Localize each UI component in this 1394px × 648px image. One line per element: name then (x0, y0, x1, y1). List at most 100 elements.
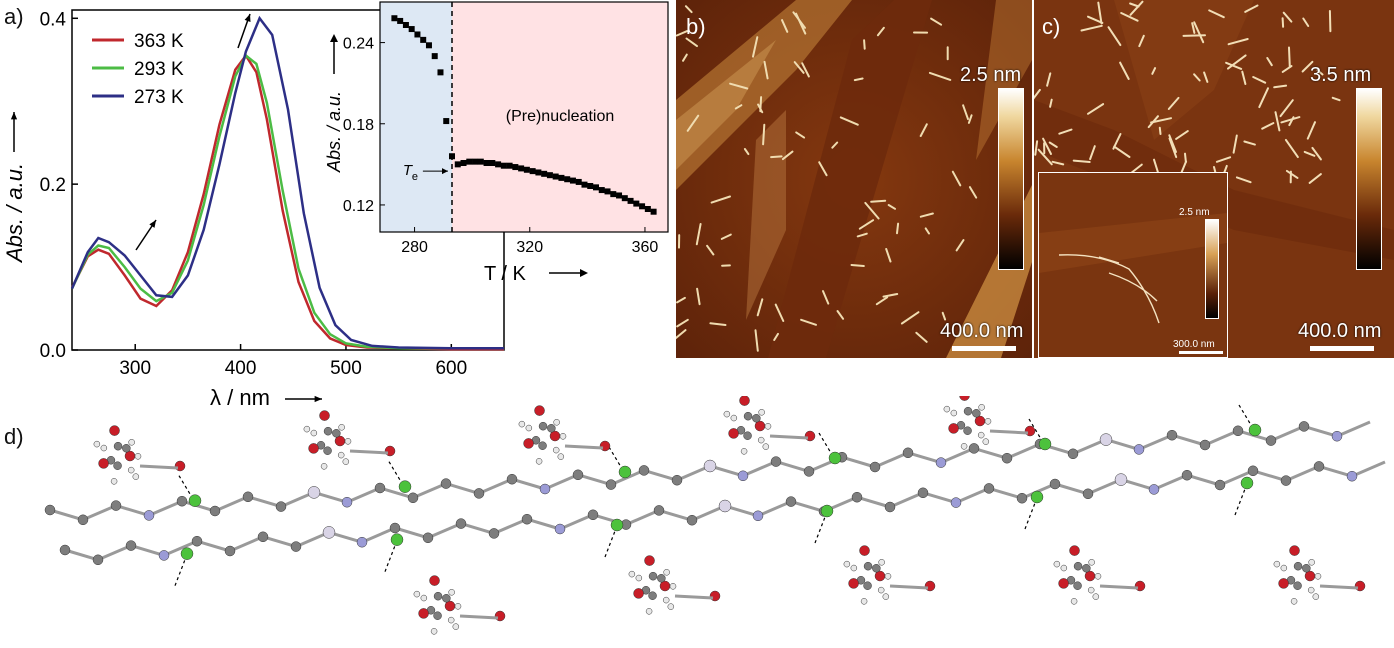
side-group-atom (757, 436, 765, 444)
side-group-atom (730, 414, 738, 422)
afm-image-b: b) 2.5 nm 400.0 nm (676, 0, 1032, 358)
side-group-atom (122, 444, 131, 453)
chlorine-atom (1240, 476, 1254, 490)
fibril (1150, 117, 1172, 124)
fibril (1097, 1, 1103, 25)
side-group-atom (430, 628, 438, 635)
fibril (1281, 17, 1285, 28)
side-group-atom (1308, 559, 1315, 566)
arrow-head (149, 220, 156, 228)
data-point (420, 36, 427, 43)
fibril (756, 298, 764, 317)
fibril (1034, 88, 1041, 100)
bond (82, 504, 117, 522)
side-group-atom (1293, 561, 1303, 571)
bond (1351, 460, 1386, 478)
fibril (951, 170, 962, 187)
bond (1319, 584, 1359, 590)
data-point (466, 158, 473, 165)
fibril (919, 212, 934, 218)
arrow-head (244, 14, 251, 22)
carbonyl-oxygen (924, 580, 936, 592)
chlorine-atom (618, 465, 632, 479)
atom (1082, 488, 1094, 500)
data-point (483, 160, 490, 166)
atom (1298, 421, 1310, 432)
fibril (928, 71, 952, 81)
atom (506, 473, 518, 485)
atom (718, 499, 732, 513)
side-group-atom (547, 424, 556, 433)
atom (158, 550, 170, 561)
h-bond (1238, 404, 1252, 426)
data-point (564, 176, 571, 183)
atom (1099, 433, 1113, 446)
bond (922, 491, 957, 505)
side-group-atom (420, 594, 428, 602)
inset-y-arrow-head (330, 34, 338, 42)
fibril (1235, 176, 1252, 184)
afm-c-inset: 2.5 nm 300.0 nm (1038, 172, 1228, 358)
afm-c-colorbar (1356, 88, 1382, 270)
bond (1285, 465, 1320, 482)
x-tick-label: 400 (225, 358, 257, 379)
bond (1252, 469, 1287, 483)
fibril (900, 311, 920, 325)
data-point (477, 158, 484, 165)
prenucleation-label: (Pre)nucleation (506, 108, 615, 125)
fibril (1225, 61, 1243, 70)
data-point (639, 203, 646, 210)
h-bond (388, 461, 402, 482)
bond (163, 539, 198, 557)
data-point (414, 31, 421, 38)
atom (671, 474, 683, 486)
atom (1247, 465, 1259, 477)
fibril (710, 195, 731, 204)
side-group-atom (635, 574, 643, 582)
data-point (495, 161, 502, 168)
region-prenucleation (452, 2, 668, 232)
arrow-head (10, 112, 18, 120)
side-group-atom (959, 396, 970, 401)
atom (275, 501, 287, 512)
inset-y-tick-label: 0.24 (343, 36, 374, 53)
data-point (627, 197, 634, 204)
side-group-atom (762, 443, 770, 450)
atom (521, 513, 533, 525)
carbonyl-oxygen (1024, 425, 1036, 437)
fibril (1120, 12, 1139, 22)
data-point (391, 15, 398, 22)
fibril (919, 123, 928, 137)
side-group-atom (538, 421, 548, 431)
side-group-atom (978, 404, 985, 411)
side-group-atom (303, 425, 311, 433)
afm-c-inset-surface (1039, 213, 1227, 324)
atom (191, 535, 203, 547)
fibril (1087, 103, 1105, 115)
atom (1265, 435, 1277, 446)
carbonyl-oxygen (709, 590, 721, 602)
side-group-atom (752, 414, 761, 423)
x-tick-label: 300 (119, 358, 151, 379)
side-group-atom (963, 426, 972, 435)
legend-label: 293 K (134, 59, 184, 80)
fibril (1151, 67, 1157, 75)
side-group-atom (723, 410, 731, 418)
data-point (489, 160, 496, 166)
atom (488, 528, 500, 539)
fibril (676, 296, 686, 304)
fibril (1087, 15, 1104, 24)
side-group-atom (1290, 598, 1298, 605)
fibril (696, 287, 701, 306)
crystal-structure (44, 396, 1386, 635)
side-group-atom (982, 438, 990, 445)
te-label: T (403, 162, 414, 179)
side-group-atom (972, 409, 981, 418)
fibril (682, 53, 688, 62)
side-group-atom (1278, 578, 1289, 589)
bond (229, 535, 264, 553)
fibril (1274, 111, 1281, 132)
data-point (616, 192, 623, 199)
side-group-atom (648, 571, 658, 581)
bond (459, 614, 499, 620)
